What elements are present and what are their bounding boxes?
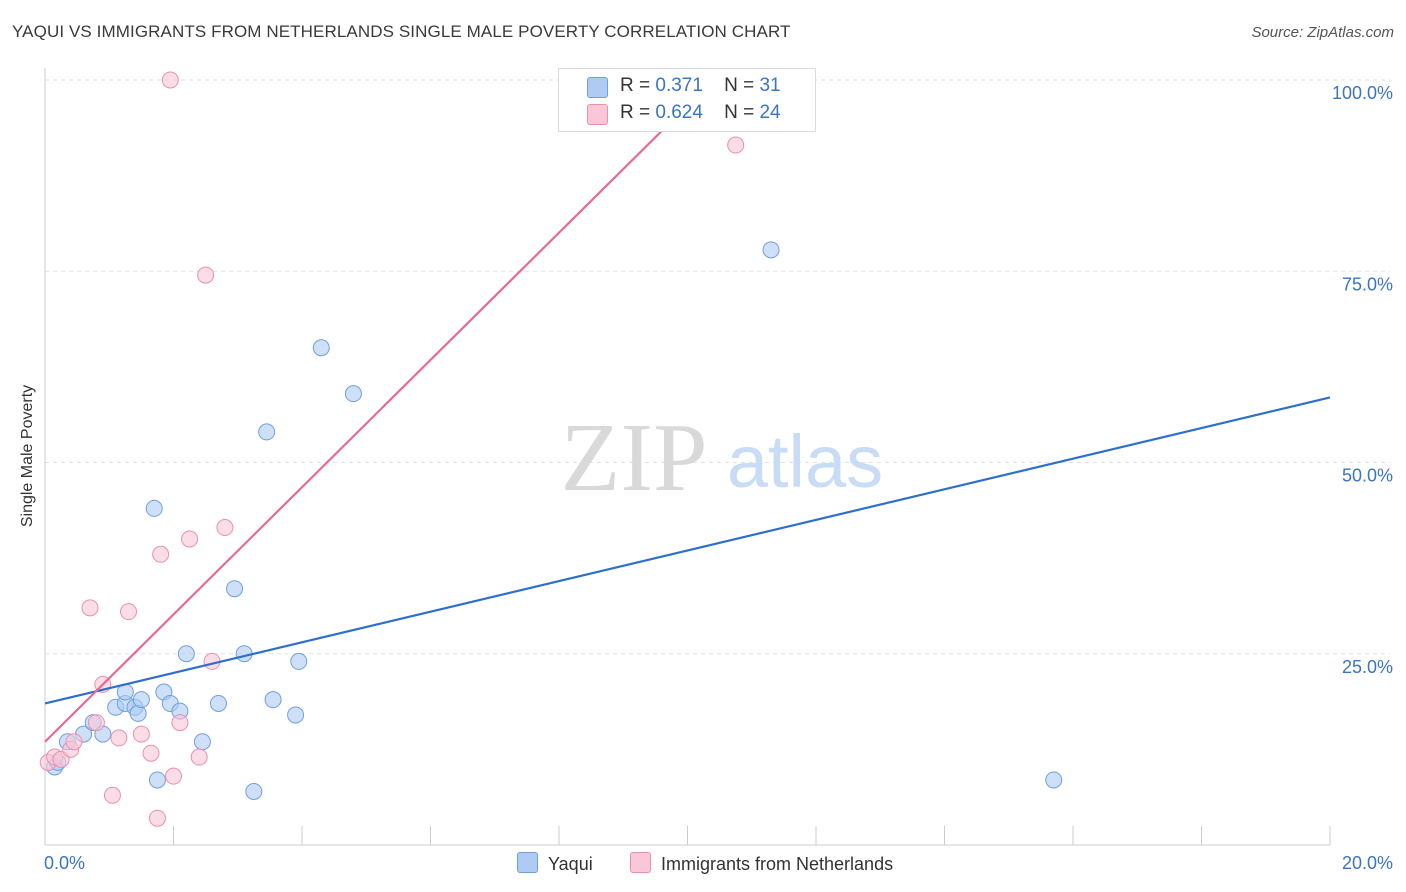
trend-lines — [44, 79, 1331, 743]
yaqui-point — [344, 385, 362, 403]
yaqui-point — [264, 691, 282, 709]
yaqui-point — [226, 580, 244, 598]
chart-title: YAQUI VS IMMIGRANTS FROM NETHERLANDS SIN… — [12, 22, 791, 41]
legend-stats-yaqui: R = 0.371 N = 31 — [620, 75, 781, 96]
netherlands-point — [171, 714, 189, 732]
netherlands-point — [152, 545, 170, 563]
axes — [44, 68, 1331, 846]
yaqui-point — [145, 499, 163, 517]
yaqui-point — [312, 339, 330, 357]
yaqui-trend-line — [44, 396, 1331, 705]
netherlands-point — [132, 725, 150, 743]
y-tick-label: 25.0% — [1342, 657, 1393, 677]
netherlands-point — [197, 266, 215, 284]
legend-stats-netherlands: R = 0.624 N = 24 — [620, 102, 781, 123]
x-tick-label: 20.0% — [1342, 853, 1393, 873]
netherlands-point — [65, 733, 83, 751]
yaqui-point — [148, 771, 166, 789]
netherlands-point — [190, 748, 208, 766]
netherlands-point — [142, 744, 160, 762]
yaqui-point — [209, 694, 227, 712]
correlation-legend: R = 0.371 N = 31 R = 0.624 N = 24 — [558, 68, 816, 132]
y-tick-label: 75.0% — [1342, 274, 1393, 294]
legend-swatch-yaqui — [587, 77, 608, 98]
x-tick-label: 0.0% — [44, 853, 85, 873]
yaqui-point — [290, 652, 308, 670]
netherlands-point — [165, 767, 182, 785]
netherlands-point — [161, 71, 179, 89]
x-tick-labels: 0.0% 20.0% — [44, 853, 1393, 873]
yaqui-point — [287, 706, 305, 724]
yaqui-point — [177, 645, 195, 663]
yaqui-point — [762, 241, 780, 259]
watermark-zip: ZIP — [561, 404, 708, 512]
bottom-legend-yaqui: Yaqui — [517, 852, 593, 875]
bottom-legend-swatch-yaqui — [517, 852, 538, 873]
zipatlas-watermark: ZIP atlas — [561, 404, 884, 512]
yaqui-point — [1045, 771, 1063, 789]
netherlands-trend-line — [44, 79, 714, 743]
n-value: 24 — [759, 102, 781, 123]
yaqui-point — [245, 782, 263, 800]
netherlands-point — [87, 714, 105, 732]
bottom-legend-netherlands: Immigrants from Netherlands — [630, 852, 893, 875]
y-tick-label: 50.0% — [1342, 466, 1393, 486]
netherlands-point — [81, 599, 99, 617]
watermark-atlas: atlas — [727, 420, 883, 503]
netherlands-point — [110, 729, 128, 747]
netherlands-point — [216, 519, 234, 537]
bottom-legend-swatch-netherlands — [630, 852, 651, 873]
y-tick-labels: 25.0% 50.0% 75.0% 100.0% — [1332, 83, 1393, 677]
yaqui-point — [193, 733, 211, 751]
netherlands-point — [727, 136, 745, 154]
yaqui-point — [129, 704, 147, 722]
grid-lines — [45, 79, 1390, 655]
source-label: Source: ZipAtlas.com — [1251, 24, 1394, 41]
legend-swatch-netherlands — [587, 104, 608, 125]
netherlands-point — [120, 603, 138, 621]
netherlands-point — [181, 530, 199, 548]
yaqui-point — [258, 423, 276, 441]
r-value: 0.624 — [655, 102, 703, 123]
netherlands-point — [148, 809, 166, 827]
n-value: 31 — [759, 75, 781, 96]
yaqui-point — [132, 691, 150, 709]
y-tick-label: 100.0% — [1332, 83, 1393, 103]
data-points — [39, 71, 1063, 827]
r-value: 0.371 — [655, 75, 703, 96]
netherlands-point — [103, 786, 121, 804]
